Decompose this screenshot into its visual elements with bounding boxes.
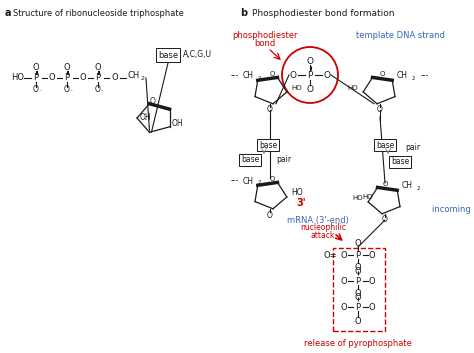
Text: O: O bbox=[95, 85, 101, 95]
Text: O: O bbox=[369, 276, 375, 286]
Text: attack: attack bbox=[311, 232, 335, 240]
Text: CH: CH bbox=[396, 72, 408, 80]
Text: HO: HO bbox=[348, 85, 358, 91]
Text: P: P bbox=[64, 73, 70, 83]
Text: OH: OH bbox=[140, 113, 151, 122]
Text: P: P bbox=[356, 303, 361, 311]
Text: O=: O= bbox=[323, 251, 337, 259]
Text: ---: --- bbox=[421, 72, 429, 80]
Text: O: O bbox=[269, 176, 275, 182]
Text: O: O bbox=[33, 85, 39, 95]
Text: base: base bbox=[241, 156, 259, 164]
Text: phosphodiester: phosphodiester bbox=[232, 30, 298, 40]
Text: O: O bbox=[369, 251, 375, 259]
Text: O: O bbox=[323, 71, 330, 79]
Text: bond: bond bbox=[255, 40, 275, 48]
Text: ⁻: ⁻ bbox=[353, 322, 356, 327]
Text: OH: OH bbox=[172, 119, 183, 128]
Text: O: O bbox=[379, 71, 385, 77]
Text: P: P bbox=[95, 73, 100, 83]
Text: HO: HO bbox=[292, 85, 302, 91]
Text: ⁻: ⁻ bbox=[100, 90, 103, 96]
Text: mRNA (3'-end): mRNA (3'-end) bbox=[287, 215, 349, 225]
Text: Structure of ribonucleoside triphosphate: Structure of ribonucleoside triphosphate bbox=[13, 8, 184, 18]
Text: CH: CH bbox=[243, 176, 254, 185]
Text: HO: HO bbox=[353, 195, 364, 201]
Text: O: O bbox=[369, 303, 375, 311]
Text: pair: pair bbox=[405, 144, 420, 152]
Text: base: base bbox=[158, 50, 178, 60]
Text: O: O bbox=[355, 288, 361, 298]
Text: O: O bbox=[383, 181, 388, 187]
Text: O: O bbox=[64, 85, 70, 95]
Text: O: O bbox=[33, 62, 39, 72]
Text: O: O bbox=[150, 96, 156, 106]
Text: O: O bbox=[49, 73, 55, 83]
Text: P: P bbox=[307, 71, 313, 79]
Text: base: base bbox=[376, 140, 394, 150]
Text: O: O bbox=[307, 84, 313, 94]
Text: HO: HO bbox=[291, 189, 302, 197]
Bar bbox=[333, 248, 385, 331]
Text: incoming rNTP: incoming rNTP bbox=[432, 205, 474, 215]
Text: O: O bbox=[307, 56, 313, 66]
Text: O: O bbox=[64, 62, 70, 72]
Text: O: O bbox=[382, 215, 388, 225]
Text: template DNA strand: template DNA strand bbox=[356, 30, 445, 40]
Text: a: a bbox=[5, 8, 11, 18]
Text: HO: HO bbox=[11, 73, 25, 83]
Text: 3': 3' bbox=[296, 198, 306, 208]
Text: O: O bbox=[341, 276, 347, 286]
Text: pair: pair bbox=[276, 156, 292, 164]
Text: O: O bbox=[341, 251, 347, 259]
Text: release of pyrophosphate: release of pyrophosphate bbox=[304, 340, 412, 348]
Text: 2: 2 bbox=[257, 180, 261, 185]
Text: CH: CH bbox=[401, 181, 412, 191]
Text: P: P bbox=[356, 276, 361, 286]
Text: O: O bbox=[267, 210, 273, 220]
Text: CH: CH bbox=[128, 72, 140, 80]
Text: ---: --- bbox=[231, 176, 239, 185]
Text: O: O bbox=[355, 267, 361, 275]
Text: O: O bbox=[269, 71, 275, 77]
Text: O: O bbox=[341, 303, 347, 311]
Text: 2: 2 bbox=[416, 185, 420, 191]
Text: O: O bbox=[95, 62, 101, 72]
Text: base: base bbox=[259, 140, 277, 150]
Text: ⁻: ⁻ bbox=[70, 90, 73, 96]
Text: P: P bbox=[356, 251, 361, 259]
Text: O: O bbox=[267, 106, 273, 114]
Text: O: O bbox=[355, 263, 361, 271]
Text: nucleophilic: nucleophilic bbox=[300, 222, 346, 232]
Text: 2: 2 bbox=[411, 76, 415, 80]
Text: O: O bbox=[355, 239, 361, 247]
Text: O: O bbox=[355, 317, 361, 325]
Text: CH: CH bbox=[243, 72, 254, 80]
Text: O: O bbox=[80, 73, 86, 83]
Text: A,C,G,U: A,C,G,U bbox=[183, 50, 212, 60]
Text: O: O bbox=[355, 293, 361, 301]
Text: P: P bbox=[34, 73, 38, 83]
Text: O: O bbox=[290, 71, 297, 79]
Text: 2: 2 bbox=[257, 76, 261, 80]
Text: Phosphodiester bond formation: Phosphodiester bond formation bbox=[252, 8, 394, 18]
Text: HO: HO bbox=[362, 195, 373, 201]
Text: O: O bbox=[377, 106, 383, 114]
Text: b: b bbox=[240, 8, 247, 18]
Text: base: base bbox=[391, 157, 409, 167]
Text: ⁻: ⁻ bbox=[38, 90, 41, 96]
Text: 2: 2 bbox=[141, 77, 145, 82]
Text: ---: --- bbox=[231, 72, 239, 80]
Text: O: O bbox=[112, 73, 118, 83]
